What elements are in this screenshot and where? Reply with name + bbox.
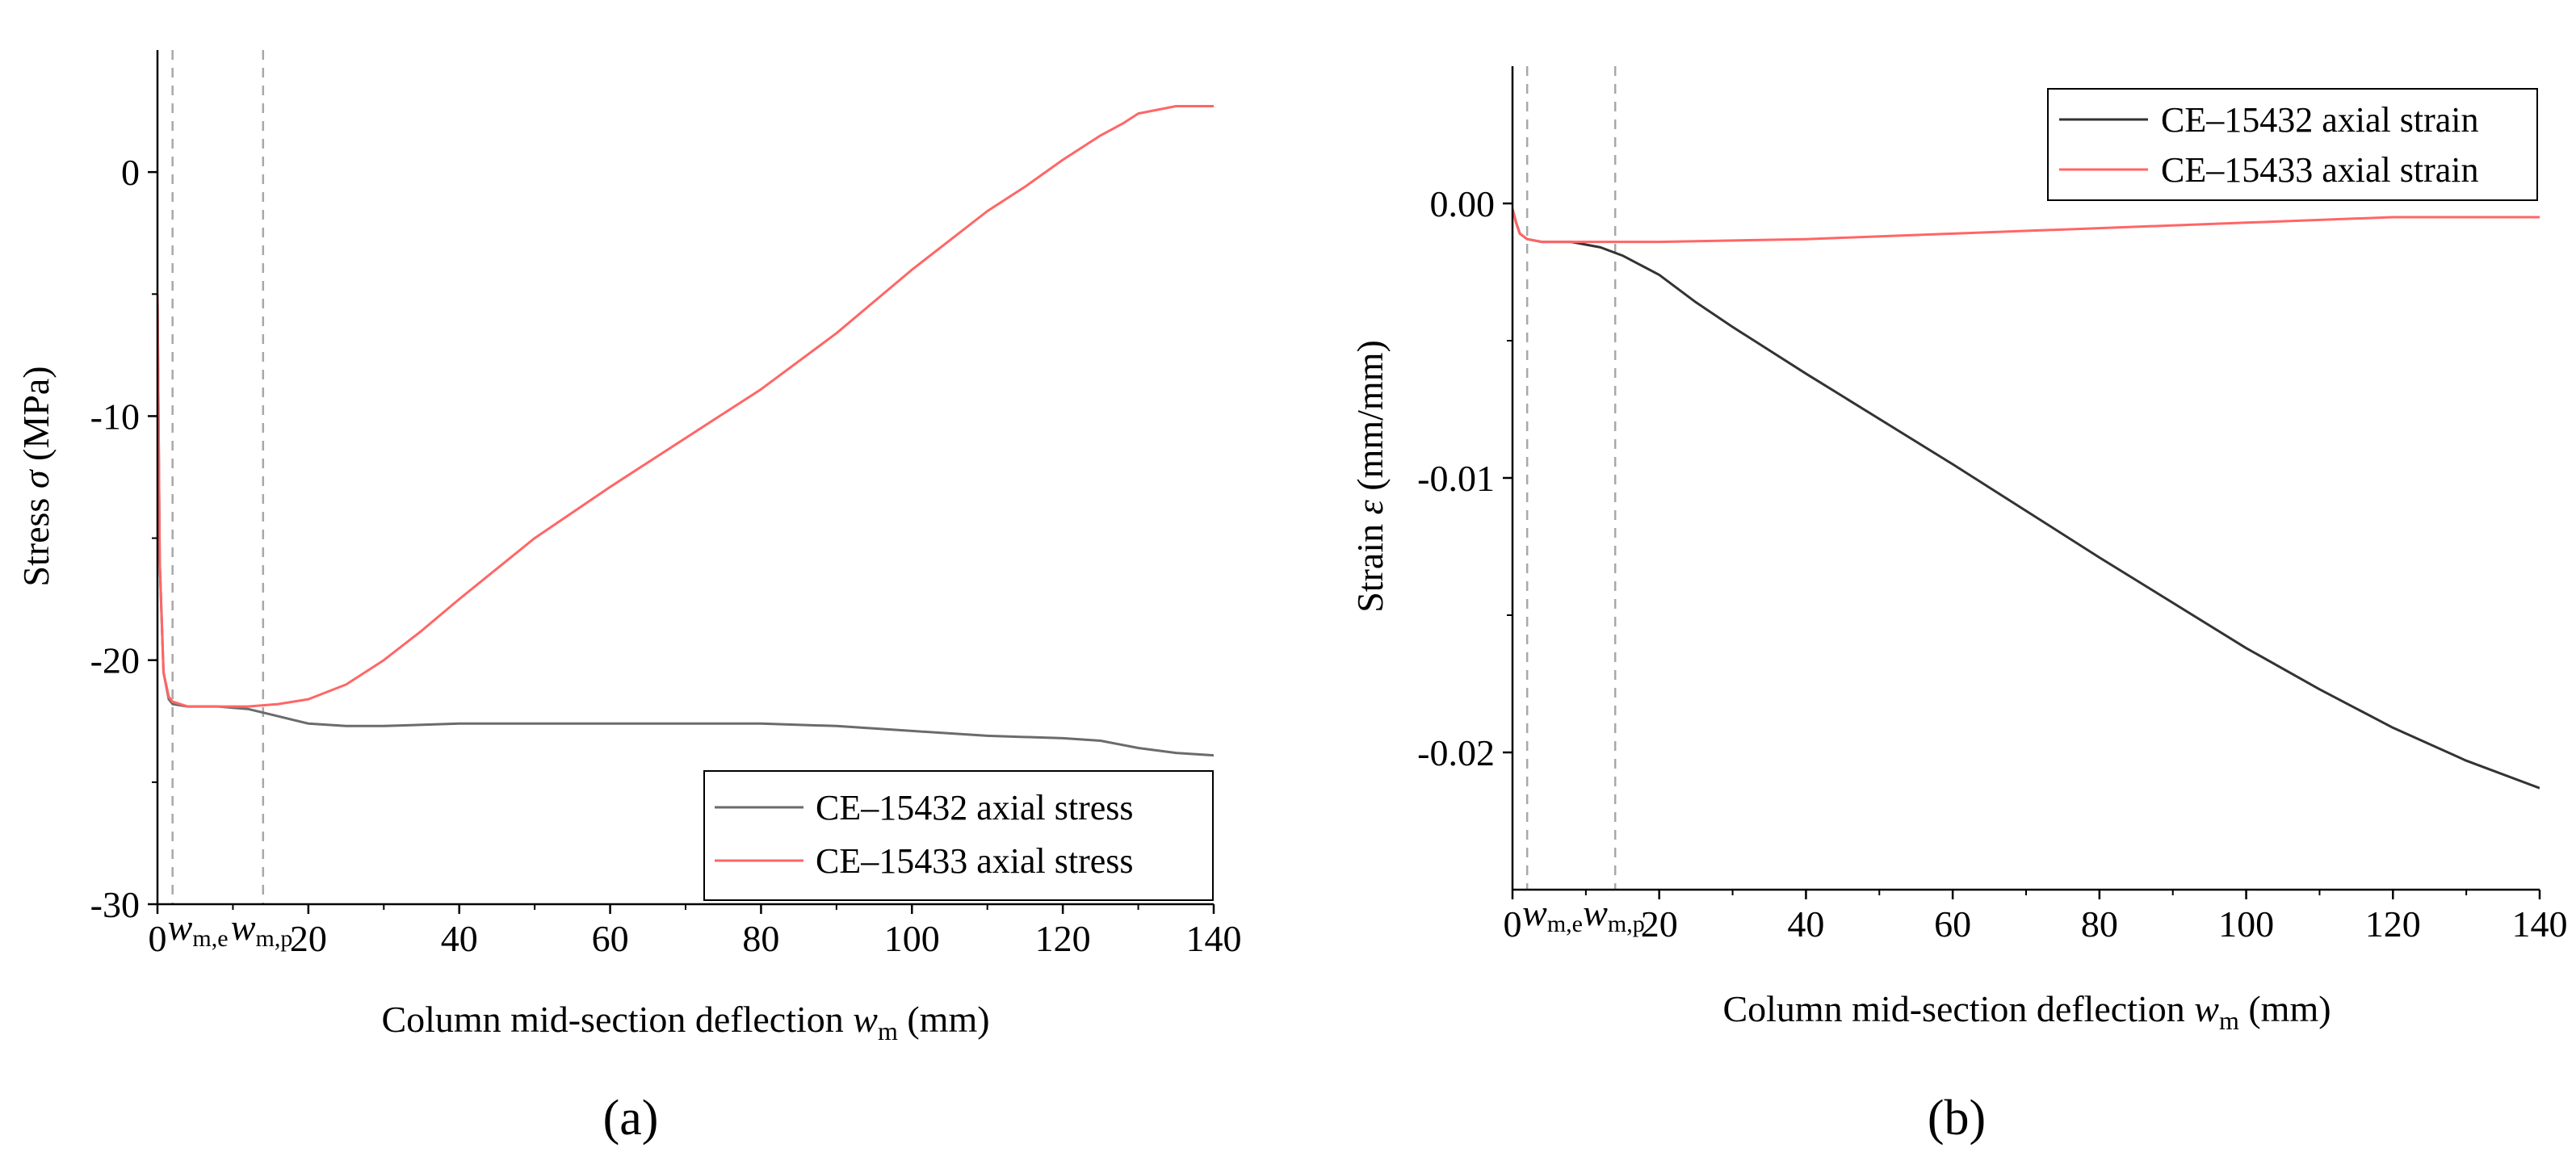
series-line-1 [1512,208,2540,244]
y-axis-label: Stress σ (MPa) [15,366,57,586]
x-tick-label: 80 [2081,903,2118,945]
y-tick-label: 0.00 [1430,183,1496,224]
x-tick-label: 100 [884,918,940,959]
legend: CE–15432 axial stress CE–15433 axial str… [703,770,1214,901]
x-axis-label: Column mid-section deflection wm (mm) [1722,988,2331,1035]
strain-chart: 0 20 40 60 80 100 120 140 -0.02 -0.01 0.00 wm,e wm,… [1349,66,2568,1146]
x-tick-label: 140 [2512,903,2568,945]
legend-label-ce15432-stress: CE–15432 axial stress [816,788,1134,828]
x-tick-label: 100 [2218,903,2274,945]
x-tick-label: 60 [592,918,629,959]
panel-label-a: (a) [603,1091,659,1146]
x-tick-label: 0 [149,918,167,959]
deflection-markers: wm,e wm,p [168,907,293,952]
x-axis-label: Column mid-section deflection wm (mm) [381,999,989,1045]
y-tick-label: -10 [90,396,140,437]
tick-labels: 0 20 40 60 80 100 120 140 -30 -20 -10 0 [90,152,1242,959]
legend: CE–15432 axial strain CE–15433 axial str… [2047,88,2538,201]
y-tick-label: -0.02 [1417,732,1495,773]
legend-label-ce15433-strain: CE–15433 axial strain [2161,150,2479,190]
y-axis-label: Strain ε (mm/mm) [1349,340,1391,613]
deflection-marker-label: wm,e [1522,892,1583,937]
series-lines [157,105,1214,757]
x-tick-label: 80 [742,918,779,959]
x-tick-label: 40 [441,918,478,959]
x-tick-label: 0 [1504,903,1522,945]
x-tick-label: 40 [1787,903,1824,945]
stress-chart: 0 20 40 60 80 100 120 140 -30 -20 -10 0 wm,e wm,p CE… [15,50,1242,1146]
x-tick-label: 20 [290,918,327,959]
series-lines [1512,208,2540,790]
annotation-lines [1525,66,1617,890]
x-tick-label: 60 [1934,903,1971,945]
series-line-1 [157,105,1214,708]
y-tick-label: -20 [90,640,140,681]
x-tick-label: 140 [1186,918,1242,959]
deflection-markers: wm,e wm,p [1522,892,1645,937]
deflection-marker-label: wm,p [231,907,293,952]
deflection-marker-label: wm,e [168,907,229,952]
series-line-0 [157,294,1214,757]
tick-labels: 0 20 40 60 80 100 120 140 -0.02 -0.01 0.00 [1417,183,2567,945]
legend-box [703,770,1214,901]
panel-label-b: (b) [1928,1091,1986,1146]
deflection-marker-label: wm,p [1583,892,1645,937]
legend-label-ce15433-stress: CE–15433 axial stress [816,841,1134,881]
axes [1503,66,2541,899]
x-tick-label: 120 [2365,903,2421,945]
annotation-lines [171,50,265,904]
legend-box [2047,88,2538,201]
y-tick-label: -0.01 [1417,458,1495,499]
legend-label-ce15432-strain: CE–15432 axial strain [2161,100,2479,140]
axes [148,50,1215,914]
series-line-0 [1512,208,2540,790]
x-tick-label: 20 [1641,903,1678,945]
y-tick-label: 0 [121,152,140,193]
x-tick-label: 120 [1035,918,1091,959]
y-tick-label: -30 [90,884,140,925]
